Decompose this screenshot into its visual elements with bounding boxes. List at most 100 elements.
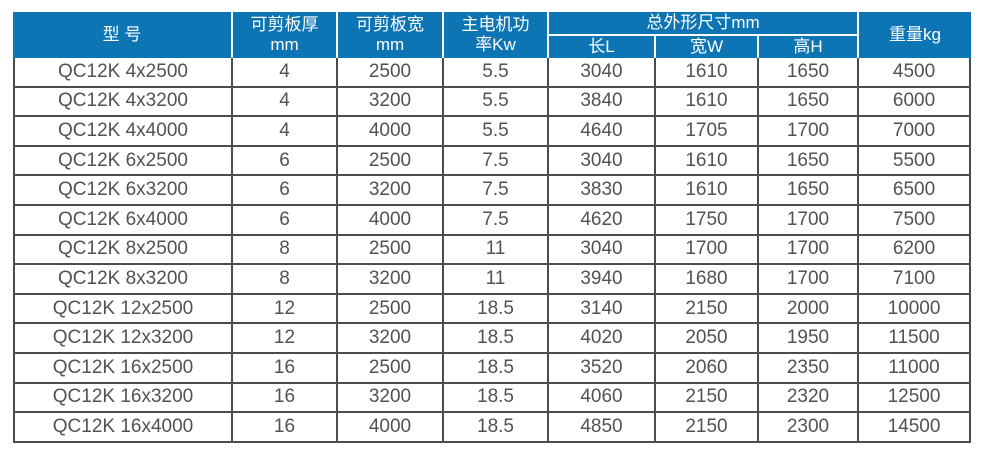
- col-header-height-h-label: 高H: [793, 37, 823, 57]
- cell-weight: 7500: [857, 206, 972, 236]
- table-row: QC12K 4x4000 4 4000 5.5 4640 1705 1700 7000: [13, 117, 972, 147]
- col-header-height-h: 高H: [757, 34, 858, 59]
- col-header-width-w-label: 宽W: [689, 37, 724, 57]
- cell-width: 4000: [336, 413, 442, 443]
- table-row: QC12K 8x2500 8 2500 11 3040 1700 1700 6200: [13, 235, 972, 266]
- cell-height: 2300: [757, 413, 858, 443]
- cell-length: 3840: [547, 87, 654, 118]
- cell-length: 4640: [547, 117, 654, 147]
- cell-width: 4000: [336, 206, 442, 236]
- cell-weight: 6200: [857, 235, 972, 266]
- cell-width: 3200: [336, 176, 442, 207]
- cell-length: 3040: [547, 146, 654, 177]
- cell-power: 18.5: [442, 294, 547, 325]
- cell-width: 3200: [336, 383, 442, 414]
- cell-weight: 12500: [857, 383, 972, 414]
- cell-height: 1650: [757, 146, 858, 177]
- cell-power: 7.5: [442, 146, 547, 177]
- table-body: QC12K 4x2500 4 2500 5.5 3040 1610 1650 4500 QC12…: [13, 58, 972, 443]
- cell-length: 3830: [547, 176, 654, 207]
- cell-width-w: 2150: [654, 294, 757, 325]
- col-header-thickness: 可剪板厚 mm: [231, 12, 336, 59]
- cell-power: 18.5: [442, 383, 547, 414]
- cell-width-w: 1610: [654, 146, 757, 177]
- cell-height: 1700: [757, 206, 858, 236]
- cell-length: 3040: [547, 58, 654, 88]
- cell-length: 3040: [547, 235, 654, 266]
- cell-weight: 4500: [857, 58, 972, 88]
- cell-width: 4000: [336, 117, 442, 147]
- cell-model: QC12K 16x4000: [13, 413, 231, 443]
- cell-thickness: 16: [231, 383, 336, 414]
- table-row: QC12K 4x3200 4 3200 5.5 3840 1610 1650 6000: [13, 87, 972, 118]
- cell-model: QC12K 4x3200: [13, 87, 231, 118]
- cell-thickness: 16: [231, 354, 336, 384]
- table-row: QC12K 16x3200 16 3200 18.5 4060 2150 2320 12500: [13, 383, 972, 414]
- cell-width: 2500: [336, 294, 442, 325]
- col-header-model: 型 号: [13, 12, 231, 59]
- cell-height: 1700: [757, 265, 858, 295]
- cell-thickness: 6: [231, 176, 336, 207]
- col-header-dimensions: 总外形尺寸mm: [547, 12, 858, 35]
- col-header-weight-label: 重量kg: [889, 25, 941, 45]
- cell-width-w: 2050: [654, 324, 757, 355]
- cell-height: 1650: [757, 58, 858, 88]
- spec-table: 型 号 可剪板厚 mm 可剪板宽 mm 主电机功 率Kw 总外形尺寸mm: [13, 12, 972, 443]
- cell-height: 1950: [757, 324, 858, 355]
- cell-height: 2000: [757, 294, 858, 325]
- cell-height: 1700: [757, 117, 858, 147]
- cell-weight: 10000: [857, 294, 972, 325]
- cell-length: 3520: [547, 354, 654, 384]
- col-header-width: 可剪板宽 mm: [336, 12, 442, 59]
- cell-power: 5.5: [442, 117, 547, 147]
- col-header-power-line1: 主电机功: [461, 15, 530, 34]
- cell-thickness: 16: [231, 413, 336, 443]
- col-header-width-line1: 可剪板宽: [356, 15, 424, 34]
- cell-weight: 7100: [857, 265, 972, 295]
- cell-width: 3200: [336, 265, 442, 295]
- cell-length: 4020: [547, 324, 654, 355]
- col-header-length-label: 长L: [588, 37, 615, 57]
- cell-width: 2500: [336, 235, 442, 266]
- cell-thickness: 8: [231, 235, 336, 266]
- cell-height: 2320: [757, 383, 858, 414]
- cell-power: 5.5: [442, 87, 547, 118]
- cell-power: 5.5: [442, 58, 547, 88]
- cell-model: QC12K 6x3200: [13, 176, 231, 207]
- cell-weight: 6500: [857, 176, 972, 207]
- cell-width-w: 1610: [654, 58, 757, 88]
- cell-length: 4850: [547, 413, 654, 443]
- cell-width-w: 2060: [654, 354, 757, 384]
- cell-width: 3200: [336, 324, 442, 355]
- table-row: QC12K 4x2500 4 2500 5.5 3040 1610 1650 4500: [13, 58, 972, 88]
- table-row: QC12K 6x2500 6 2500 7.5 3040 1610 1650 5500: [13, 146, 972, 177]
- cell-width-w: 1705: [654, 117, 757, 147]
- cell-power: 18.5: [442, 354, 547, 384]
- cell-model: QC12K 8x2500: [13, 235, 231, 266]
- col-header-length: 长L: [547, 34, 654, 59]
- cell-width-w: 1680: [654, 265, 757, 295]
- cell-power: 7.5: [442, 206, 547, 236]
- table-row: QC12K 16x2500 16 2500 18.5 3520 2060 2350 11000: [13, 354, 972, 384]
- cell-weight: 5500: [857, 146, 972, 177]
- table-row: QC12K 12x3200 12 3200 18.5 4020 2050 1950 11500: [13, 324, 972, 355]
- table-row: QC12K 12x2500 12 2500 18.5 3140 2150 2000 10000: [13, 294, 972, 325]
- col-header-width-w: 宽W: [654, 34, 757, 59]
- cell-thickness: 12: [231, 324, 336, 355]
- table-row: QC12K 6x3200 6 3200 7.5 3830 1610 1650 6500: [13, 176, 972, 207]
- cell-thickness: 8: [231, 265, 336, 295]
- cell-thickness: 4: [231, 87, 336, 118]
- cell-length: 3140: [547, 294, 654, 325]
- col-header-dimensions-label: 总外形尺寸mm: [646, 13, 760, 32]
- header-row-top: 型 号 可剪板厚 mm 可剪板宽 mm 主电机功 率Kw 总外形尺寸mm: [13, 12, 972, 59]
- col-header-weight: 重量kg: [857, 12, 972, 59]
- cell-power: 7.5: [442, 176, 547, 207]
- col-header-thickness-line2: mm: [270, 35, 299, 55]
- cell-thickness: 6: [231, 206, 336, 236]
- cell-height: 2350: [757, 354, 858, 384]
- cell-width-w: 1610: [654, 87, 757, 118]
- cell-model: QC12K 6x2500: [13, 146, 231, 177]
- cell-weight: 6000: [857, 87, 972, 118]
- cell-height: 1650: [757, 87, 858, 118]
- cell-power: 11: [442, 235, 547, 266]
